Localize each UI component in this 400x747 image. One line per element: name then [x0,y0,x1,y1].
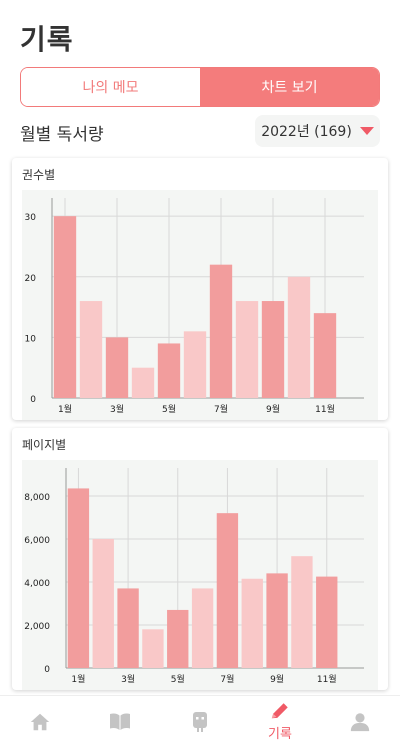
bottom-tab-bar: 기록 [0,695,400,747]
view-toggle: 나의 메모 차트 보기 [20,67,380,107]
y-tick-label: 4,000 [24,579,50,589]
books-chart: 0 10 20 30 1월 3월 5월 7월 9월 11월 [22,190,378,420]
bar [142,629,164,668]
x-tick-label: 3월 [110,403,124,415]
bar [291,556,313,668]
monthly-reading-title: 월별 독서량 [20,125,104,145]
y-tick-label: 6,000 [24,536,50,546]
bar [235,301,259,398]
x-tick-label: 1월 [58,403,72,415]
robot-icon [193,711,207,732]
year-dropdown[interactable]: 2022년 (169) [255,115,380,147]
user-icon [350,712,370,731]
y-tick-label: 20 [25,274,37,284]
x-tick-label: 7월 [220,673,234,685]
bar [261,301,285,398]
y-tick-label: 0 [44,665,50,675]
tab-home[interactable] [0,696,80,747]
x-tick-label: 9월 [270,673,284,685]
y-tick-label: 10 [25,334,37,344]
pages-chart-card: 페이지별 0 2,000 4,000 6,000 8,000 1월 3월 5월 7월 9월 11월 [12,428,388,690]
tab-assistant[interactable] [160,696,240,747]
pages-chart: 0 2,000 4,000 6,000 8,000 1월 3월 5월 7월 9월 11월 [22,460,378,690]
y-tick-label: 2,000 [24,622,50,632]
bar [117,588,139,668]
bar [105,337,129,398]
y-tick-label: 30 [25,213,37,223]
tab-library[interactable] [80,696,160,747]
books-chart-card: 권수별 0 10 20 30 1월 3월 5월 7월 9월 11월 [12,158,388,420]
bar [216,513,239,668]
bar [157,343,181,398]
bar [79,301,103,398]
tab-profile[interactable] [320,696,400,747]
bar [92,538,114,668]
home-icon [30,713,50,730]
chart-title: 페이지별 [22,438,67,452]
bar [266,573,288,668]
bar [131,367,155,398]
x-tick-label: 7월 [214,403,228,415]
chart-title: 권수별 [22,168,56,182]
bar [191,588,214,668]
x-tick-label: 5월 [171,673,185,685]
bar [167,609,189,668]
bar [316,576,338,668]
x-tick-label: 11월 [317,673,337,685]
bar [313,313,337,398]
bar [67,488,90,668]
bar [241,578,263,668]
bar [53,216,77,398]
book-icon [110,713,130,730]
bar [287,276,311,398]
tab-records-label: 기록 [268,727,292,742]
y-tick-label: 8,000 [24,493,50,503]
y-tick-label: 0 [30,395,36,405]
tab-records[interactable]: 기록 [240,696,320,747]
memo-tab-button[interactable]: 나의 메모 [21,68,200,106]
chart-tab-button[interactable]: 차트 보기 [200,68,379,106]
x-tick-label: 1월 [71,673,85,685]
page-title: 기록 [20,23,74,56]
pencil-icon [271,703,288,719]
x-tick-label: 3월 [121,673,135,685]
bar [209,264,233,398]
dropdown-arrow-icon [359,127,374,135]
x-tick-label: 9월 [266,403,280,415]
bar [183,331,207,398]
x-tick-label: 11월 [315,403,335,415]
year-dropdown-value: 2022년 (169) [261,124,352,140]
x-tick-label: 5월 [162,403,176,415]
